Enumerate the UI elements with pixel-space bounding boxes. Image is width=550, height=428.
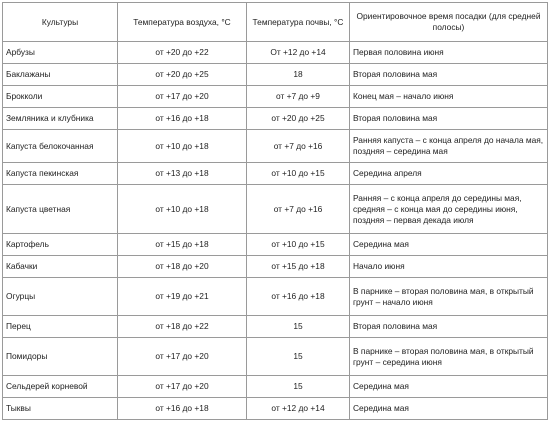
header-air-temperature: Температура воздуха, °С <box>117 2 247 42</box>
air-temp-cell: от +17 до +20 <box>117 85 247 108</box>
planting-time-cell: Середина мая <box>349 397 548 420</box>
planting-time-cell: В парнике – вторая половина мая, в откры… <box>349 277 548 316</box>
header-planting-time: Ориентировочное время посадки (для средн… <box>349 2 548 42</box>
table-row: Перец от +18 до +22 15 Вторая половина м… <box>2 315 548 338</box>
air-temp-cell: от +15 до +18 <box>117 233 247 256</box>
table-row: Кабачки от +18 до +20 от +15 до +18 Нача… <box>2 255 548 278</box>
table-row: Капуста пекинская от +13 до +18 от +10 д… <box>2 162 548 185</box>
table-row: Баклажаны от +20 до +25 18 Вторая полови… <box>2 63 548 86</box>
table-row: Капуста цветная от +10 до +18 от +7 до +… <box>2 184 548 234</box>
table-row: Брокколи от +17 до +20 от +7 до +9 Конец… <box>2 85 548 108</box>
air-temp-cell: от +19 до +21 <box>117 277 247 316</box>
planting-time-cell: Конец мая – начало июня <box>349 85 548 108</box>
planting-time-cell: Вторая половина мая <box>349 107 548 130</box>
crop-cell: Баклажаны <box>2 63 118 86</box>
planting-table: Культуры Температура воздуха, °С Темпера… <box>2 2 548 420</box>
planting-time-cell: Середина мая <box>349 375 548 398</box>
planting-time-cell: Начало июня <box>349 255 548 278</box>
crop-cell: Перец <box>2 315 118 338</box>
air-temp-cell: от +16 до +18 <box>117 397 247 420</box>
planting-time-cell: Вторая половина мая <box>349 315 548 338</box>
header-crops: Культуры <box>2 2 118 42</box>
crop-cell: Брокколи <box>2 85 118 108</box>
air-temp-cell: от +17 до +20 <box>117 337 247 376</box>
air-temp-cell: от +20 до +25 <box>117 63 247 86</box>
table-row: Капуста белокочанная от +10 до +18 от +7… <box>2 129 548 163</box>
table-row: Огурцы от +19 до +21 от +16 до +18 В пар… <box>2 277 548 316</box>
crop-cell: Тыквы <box>2 397 118 420</box>
air-temp-cell: от +17 до +20 <box>117 375 247 398</box>
soil-temp-cell: от +15 до +18 <box>246 255 350 278</box>
planting-time-cell: Ранняя – с конца апреля до середины мая,… <box>349 184 548 234</box>
soil-temp-cell: от +10 до +15 <box>246 233 350 256</box>
table-row: Сельдерей корневой от +17 до +20 15 Сере… <box>2 375 548 398</box>
air-temp-cell: от +18 до +22 <box>117 315 247 338</box>
table-row: Земляника и клубника от +16 до +18 от +2… <box>2 107 548 130</box>
air-temp-cell: от +10 до +18 <box>117 184 247 234</box>
table-row: Тыквы от +16 до +18 от +12 до +14 Середи… <box>2 397 548 420</box>
air-temp-cell: от +10 до +18 <box>117 129 247 163</box>
soil-temp-cell: 15 <box>246 337 350 376</box>
crop-cell: Помидоры <box>2 337 118 376</box>
crop-cell: Капуста белокочанная <box>2 129 118 163</box>
air-temp-cell: от +13 до +18 <box>117 162 247 185</box>
soil-temp-cell: 18 <box>246 63 350 86</box>
crop-cell: Капуста пекинская <box>2 162 118 185</box>
crop-cell: Огурцы <box>2 277 118 316</box>
crop-cell: Кабачки <box>2 255 118 278</box>
soil-temp-cell: от +20 до +25 <box>246 107 350 130</box>
header-soil-temperature: Температура почвы, °С <box>246 2 350 42</box>
planting-time-cell: Первая половина июня <box>349 41 548 64</box>
crop-cell: Земляника и клубника <box>2 107 118 130</box>
soil-temp-cell: от +7 до +9 <box>246 85 350 108</box>
table-header-row: Культуры Температура воздуха, °С Темпера… <box>2 2 548 42</box>
table-row: Картофель от +15 до +18 от +10 до +15 Се… <box>2 233 548 256</box>
planting-time-cell: Ранняя капуста – с конца апреля до начал… <box>349 129 548 163</box>
air-temp-cell: от +16 до +18 <box>117 107 247 130</box>
soil-temp-cell: от +12 до +14 <box>246 397 350 420</box>
soil-temp-cell: от +16 до +18 <box>246 277 350 316</box>
crop-cell: Арбузы <box>2 41 118 64</box>
planting-time-cell: В парнике – вторая половина мая, в откры… <box>349 337 548 376</box>
air-temp-cell: от +18 до +20 <box>117 255 247 278</box>
soil-temp-cell: От +12 до +14 <box>246 41 350 64</box>
soil-temp-cell: 15 <box>246 315 350 338</box>
soil-temp-cell: от +7 до +16 <box>246 184 350 234</box>
table-row: Арбузы от +20 до +22 От +12 до +14 Перва… <box>2 41 548 64</box>
crop-cell: Картофель <box>2 233 118 256</box>
planting-time-cell: Середина мая <box>349 233 548 256</box>
table-row: Помидоры от +17 до +20 15 В парнике – вт… <box>2 337 548 376</box>
soil-temp-cell: от +7 до +16 <box>246 129 350 163</box>
crop-cell: Капуста цветная <box>2 184 118 234</box>
air-temp-cell: от +20 до +22 <box>117 41 247 64</box>
crop-cell: Сельдерей корневой <box>2 375 118 398</box>
planting-time-cell: Середина апреля <box>349 162 548 185</box>
planting-time-cell: Вторая половина мая <box>349 63 548 86</box>
soil-temp-cell: 15 <box>246 375 350 398</box>
soil-temp-cell: от +10 до +15 <box>246 162 350 185</box>
